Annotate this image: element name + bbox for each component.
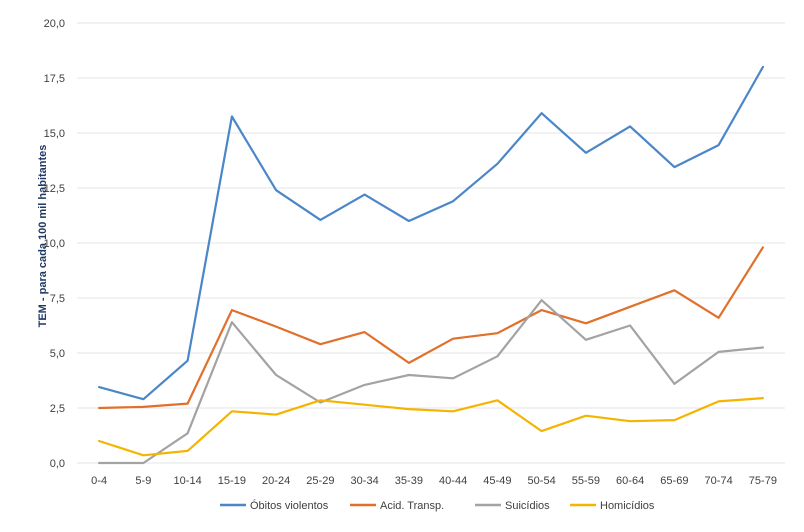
- y-tick-label: 0,0: [50, 458, 65, 470]
- x-tick-label: 60-64: [616, 475, 644, 487]
- x-axis-ticks: 0-4 5-9 10-14 15-19 20-24 25-29 30-34 35-39 40-4…: [91, 475, 777, 487]
- x-tick-label: 50-54: [528, 475, 556, 487]
- grid: [77, 22, 785, 464]
- x-tick-label: 0-4: [91, 475, 107, 487]
- x-tick-label: 25-29: [306, 475, 334, 487]
- y-axis-title: TEM - para cada 100 mil habitantes: [37, 145, 49, 328]
- x-tick-label: 55-59: [572, 475, 600, 487]
- y-tick-label: 20,0: [44, 18, 65, 30]
- y-tick-label: 12,5: [44, 183, 65, 195]
- legend-label: Suicídios: [505, 500, 550, 512]
- y-tick-label: 17,5: [44, 73, 65, 85]
- series-line-3: [97, 397, 765, 457]
- y-tick-label: 10,0: [44, 238, 65, 250]
- x-tick-label: 10-14: [174, 475, 202, 487]
- x-tick-label: 30-34: [351, 475, 379, 487]
- series-line-2: [97, 299, 765, 465]
- x-tick-label: 75-79: [749, 475, 777, 487]
- x-tick-label: 15-19: [218, 475, 246, 487]
- series-lines: [97, 65, 765, 465]
- legend-label: Acid. Transp.: [380, 500, 444, 512]
- y-axis-ticks: 0,0 2,5 5,0 7,5 10,0 12,5 15,0 17,5 20,0: [44, 18, 65, 470]
- series-line-1: [97, 246, 765, 410]
- x-tick-label: 70-74: [705, 475, 733, 487]
- x-tick-label: 5-9: [135, 475, 151, 487]
- x-tick-label: 65-69: [660, 475, 688, 487]
- x-tick-label: 20-24: [262, 475, 290, 487]
- x-tick-label: 45-49: [483, 475, 511, 487]
- y-tick-label: 7,5: [50, 293, 65, 305]
- series-line-0: [97, 65, 765, 401]
- legend: Óbitos violentos Acid. Transp. Suicídios Ho…: [220, 499, 655, 512]
- y-tick-label: 15,0: [44, 128, 65, 140]
- x-tick-label: 40-44: [439, 475, 467, 487]
- legend-label: Óbitos violentos: [250, 499, 329, 512]
- legend-label: Homicídios: [600, 500, 655, 512]
- y-tick-label: 5,0: [50, 348, 65, 360]
- y-tick-label: 2,5: [50, 403, 65, 415]
- x-tick-label: 35-39: [395, 475, 423, 487]
